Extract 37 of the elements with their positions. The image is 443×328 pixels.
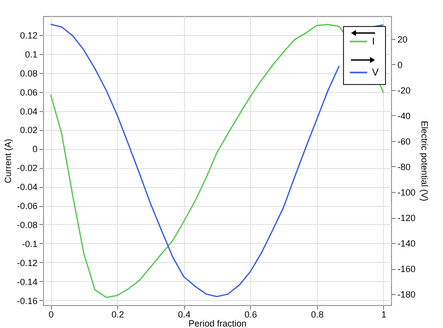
y2-tick-label: -120 — [398, 213, 416, 224]
x-tick-label: 0 — [48, 310, 54, 320]
y-tick-label: 0.02 — [20, 125, 38, 136]
x-tick-label: 0.4 — [178, 310, 190, 320]
y-tick-label: -0.12 — [16, 258, 38, 268]
y2-tick-label: -160 — [398, 264, 416, 274]
y-tick-label: -0.14 — [16, 276, 38, 287]
y2-tick-label: -140 — [398, 238, 416, 249]
x-tick-label: 0.6 — [244, 310, 258, 320]
y-tick-label: -0.16 — [16, 296, 38, 306]
y2-tick-label: -180 — [398, 290, 416, 300]
y-tick-label: -0.06 — [16, 201, 38, 212]
y-axis-title: Current (A) — [2, 138, 13, 184]
y2-tick-label: -80 — [398, 162, 411, 172]
y-tick-label: 0.12 — [20, 30, 38, 40]
y-tick-label: -0.1 — [22, 238, 38, 249]
legend-label: V — [372, 68, 379, 78]
y2-tick-label: 20 — [398, 34, 408, 44]
y2-axis-title: Electric potential (V) — [420, 120, 430, 202]
x-tick-label: 1 — [381, 310, 386, 320]
y2-tick-label: -40 — [398, 110, 411, 121]
y-tick-label: 0 — [32, 144, 38, 154]
y2-tick-label: -100 — [398, 188, 416, 198]
y-tick-label: -0.08 — [16, 220, 38, 230]
y-tick-label: 0.1 — [24, 49, 38, 60]
x-axis-title: Period fraction — [188, 318, 247, 328]
x-tick-label: 0.2 — [111, 310, 124, 320]
y-tick-label: -0.02 — [16, 163, 38, 174]
y-tick-label: -0.04 — [16, 182, 38, 192]
x-tick-label: 0.8 — [311, 310, 324, 320]
legend-label: I — [372, 36, 375, 48]
y-tick-label: 0.08 — [20, 68, 38, 78]
y2-tick-label: -60 — [398, 136, 411, 146]
y-tick-label: 0.06 — [20, 87, 38, 98]
y2-tick-label: -20 — [398, 85, 411, 96]
y2-tick-label: 0 — [398, 60, 403, 70]
y-tick-label: 0.04 — [20, 106, 38, 116]
